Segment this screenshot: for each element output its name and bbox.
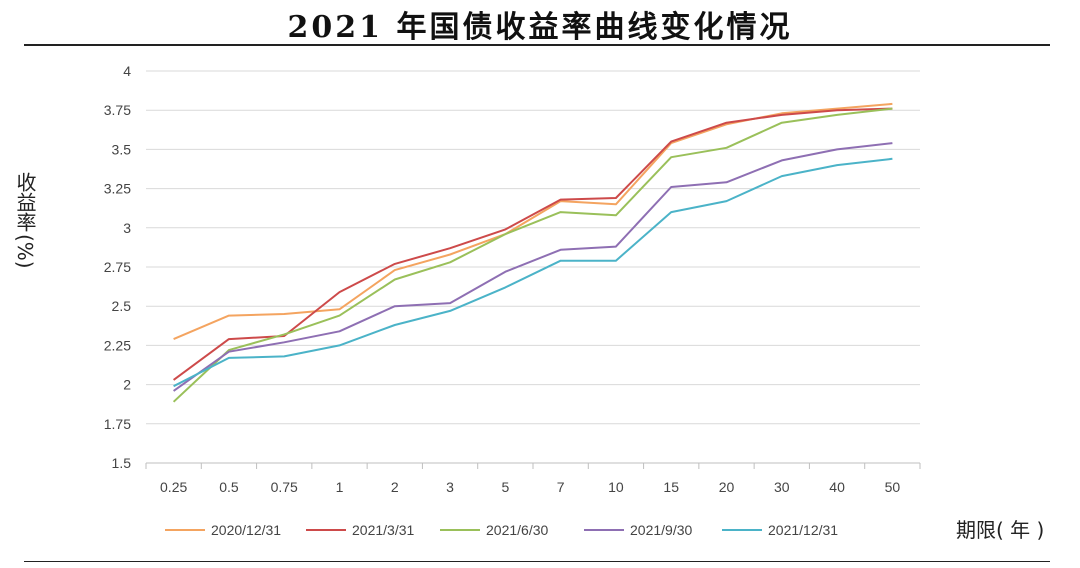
y-tick-label: 4	[123, 63, 131, 79]
series-line	[173, 102, 893, 341]
x-tick-label: 0.5	[219, 479, 239, 495]
y-axis-label: 收益率 (%)	[10, 172, 40, 269]
legend-entry: 2021/9/30	[630, 522, 692, 538]
bottom-rule	[24, 561, 1050, 562]
chart-title: 2021 年国债收益率曲线变化情况	[287, 10, 793, 45]
y-tick-label: 2	[123, 377, 131, 393]
x-tick-label: 10	[608, 479, 624, 495]
series-line	[173, 142, 893, 392]
y-tick-label: 2.5	[112, 298, 132, 314]
x-tick-label: 15	[663, 479, 679, 495]
x-tick-label: 0.25	[160, 479, 187, 495]
series-line	[173, 157, 893, 388]
y-tick-label: 1.75	[104, 416, 131, 432]
legend-entry: 2021/3/31	[352, 522, 414, 538]
x-tick-label: 2	[391, 479, 399, 495]
series-line	[173, 107, 893, 381]
legend-entry: 2020/12/31	[211, 522, 281, 538]
y-tick-labels: 1.5 1.75 2 2.25 2.5 2.75 3 3.25 3.5 3.75 4	[104, 63, 131, 471]
y-tick-label: 1.5	[112, 455, 132, 471]
y-tick-label: 2.25	[104, 337, 131, 353]
gridlines	[146, 70, 920, 464]
y-tick-label: 3.25	[104, 181, 131, 197]
x-tick-label: 3	[446, 479, 454, 495]
title-underline	[24, 44, 1050, 46]
legend-entry: 2021/12/31	[768, 522, 838, 538]
x-axis-label: 期限( 年 )	[956, 518, 1045, 542]
x-tick-label: 7	[557, 479, 565, 495]
x-axis	[145, 462, 921, 469]
series-line	[172, 107, 893, 403]
x-tick-label: 50	[885, 479, 901, 495]
series-lines	[172, 102, 893, 403]
y-axis-label-text: 收益率	[13, 172, 37, 232]
y-tick-label: 2.75	[104, 259, 131, 275]
x-tick-label: 1	[336, 479, 344, 495]
legend-entry: 2021/6/30	[486, 522, 548, 538]
x-tick-labels: 0.25 0.5 0.75 1 2 3 5 7 10 15 20 30 40 50	[160, 479, 900, 495]
y-axis-unit: (%)	[13, 234, 37, 269]
y-tick-label: 3.75	[104, 102, 131, 118]
x-tick-label: 30	[774, 479, 790, 495]
x-tick-label: 5	[501, 479, 509, 495]
y-tick-label: 3.5	[112, 141, 132, 157]
x-tick-label: 0.75	[271, 479, 298, 495]
x-tick-label: 40	[829, 479, 845, 495]
y-tick-label: 3	[123, 220, 131, 236]
x-tick-label: 20	[719, 479, 735, 495]
legend: 2020/12/31 2021/3/31 2021/6/30 2021/9/30 202…	[165, 522, 838, 538]
